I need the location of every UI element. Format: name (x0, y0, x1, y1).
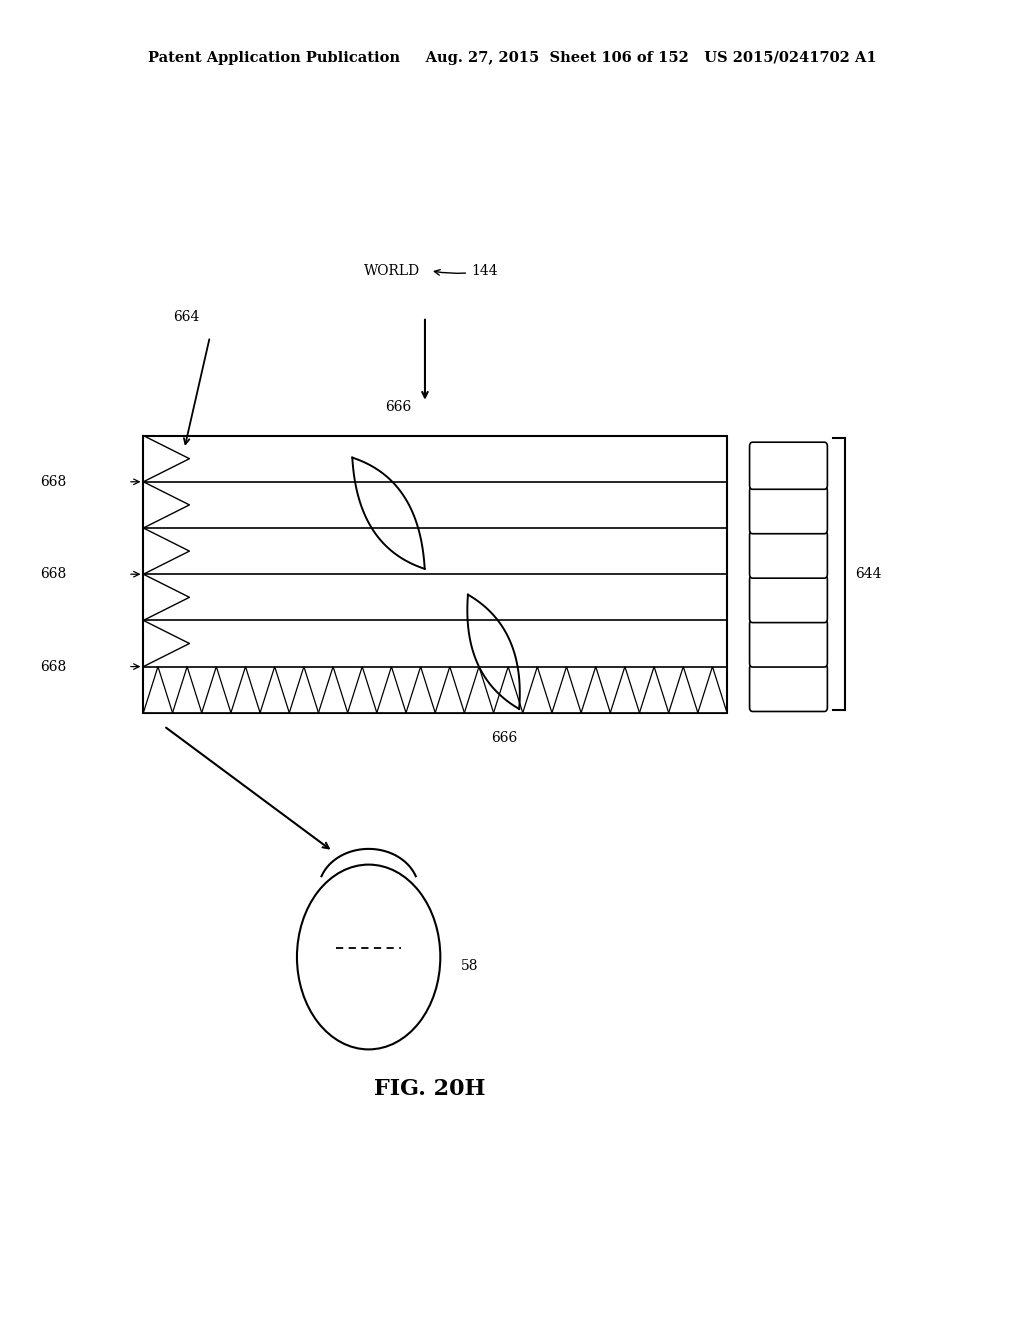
Text: 668: 668 (40, 475, 67, 488)
Polygon shape (522, 667, 552, 713)
Text: WORLD: WORLD (364, 264, 420, 277)
Polygon shape (494, 667, 522, 713)
Polygon shape (143, 667, 172, 713)
Bar (143, 436, 727, 713)
Polygon shape (639, 667, 669, 713)
Text: Patent Application Publication     Aug. 27, 2015  Sheet 106 of 152   US 2015/024: Patent Application Publication Aug. 27, … (147, 51, 877, 65)
Text: 666: 666 (386, 400, 412, 414)
Polygon shape (669, 667, 697, 713)
Polygon shape (289, 667, 318, 713)
Polygon shape (465, 667, 494, 713)
FancyBboxPatch shape (750, 620, 827, 667)
Circle shape (297, 865, 440, 1049)
Text: 666: 666 (490, 731, 517, 744)
Polygon shape (610, 667, 639, 713)
Polygon shape (318, 667, 348, 713)
FancyBboxPatch shape (750, 487, 827, 533)
Polygon shape (348, 667, 377, 713)
Text: 664: 664 (173, 310, 200, 323)
Polygon shape (406, 667, 435, 713)
Text: 144: 144 (434, 264, 498, 277)
Text: 644: 644 (855, 568, 882, 581)
Polygon shape (231, 667, 260, 713)
Polygon shape (202, 667, 231, 713)
Text: 668: 668 (40, 568, 67, 581)
Polygon shape (552, 667, 581, 713)
Polygon shape (582, 667, 610, 713)
Text: FIG. 20H: FIG. 20H (375, 1078, 485, 1100)
FancyBboxPatch shape (750, 442, 827, 490)
FancyBboxPatch shape (750, 664, 827, 711)
FancyBboxPatch shape (750, 531, 827, 578)
Text: 668: 668 (40, 660, 67, 673)
Polygon shape (698, 667, 727, 713)
FancyBboxPatch shape (750, 576, 827, 623)
Polygon shape (435, 667, 465, 713)
Polygon shape (260, 667, 289, 713)
Polygon shape (172, 667, 202, 713)
Polygon shape (377, 667, 406, 713)
Text: 58: 58 (461, 960, 478, 973)
